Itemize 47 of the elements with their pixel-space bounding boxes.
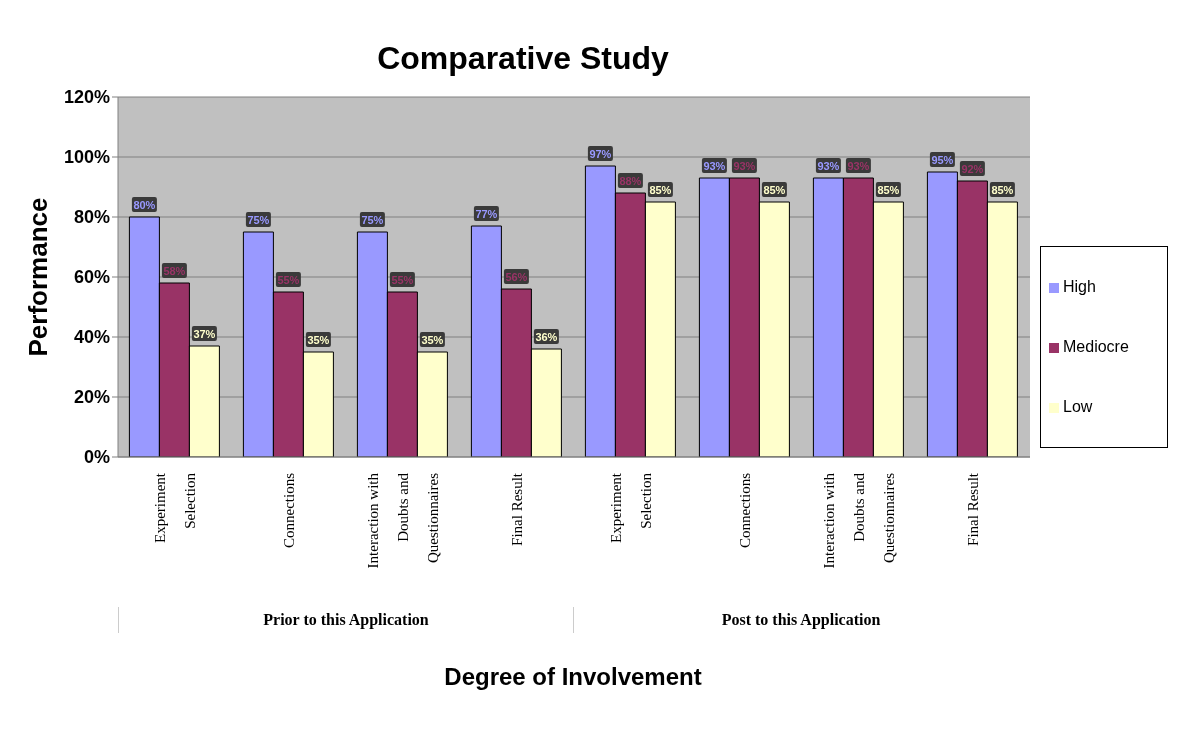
x-tick-label: Final Result — [965, 472, 981, 546]
x-tick-label: Connections — [737, 472, 753, 548]
data-label: 55% — [277, 274, 300, 286]
y-axis-title: Performance — [23, 197, 54, 357]
data-label: 93% — [703, 160, 726, 172]
text: Post to this Application — [573, 607, 1028, 633]
y-tick-label: 40% — [73, 327, 110, 348]
x-tick-label: Experiment Selection — [608, 472, 654, 543]
data-label: 75% — [247, 214, 270, 226]
data-label: 93% — [817, 160, 840, 172]
legend-label: High — [1063, 278, 1096, 295]
y-tick-label: 20% — [73, 387, 110, 408]
y-tick-label: 0% — [83, 447, 110, 468]
data-label: 85% — [649, 184, 672, 196]
data-label: 97% — [589, 148, 612, 160]
data-label: 77% — [475, 208, 498, 220]
y-tick-label: 100% — [63, 147, 110, 168]
data-label: 75% — [361, 214, 384, 226]
data-label: 35% — [307, 334, 330, 346]
data-label: 55% — [391, 274, 414, 286]
data-label: 92% — [961, 163, 984, 175]
data-label: 80% — [133, 199, 156, 211]
y-tick-label: 120% — [63, 87, 110, 108]
data-label: 93% — [847, 160, 870, 172]
data-label: 93% — [733, 160, 756, 172]
data-label: 35% — [421, 334, 444, 346]
legend-label: Low — [1063, 398, 1093, 415]
data-label: 58% — [163, 265, 186, 277]
data-label: 95% — [931, 154, 954, 166]
legend-label: Mediocre — [1063, 338, 1129, 355]
data-label: 85% — [991, 184, 1014, 196]
x-tick-label: Connections — [281, 472, 297, 548]
data-label: 88% — [619, 175, 642, 187]
y-tick-label: 60% — [73, 267, 110, 288]
data-label: 36% — [535, 331, 558, 343]
chart-title: Comparative Study — [376, 40, 670, 77]
x-axis-title: Degree of Involvement — [443, 663, 703, 691]
x-tick-label: Experiment Selection — [152, 472, 198, 543]
y-tick-label: 80% — [73, 207, 110, 228]
data-label: 85% — [877, 184, 900, 196]
data-label: 37% — [193, 328, 216, 340]
x-tick-label: Interaction with Doubts and Questionnaires — [365, 472, 441, 569]
x-tick-label: Interaction with Doubts and Questionnaires — [821, 472, 897, 569]
data-label: 56% — [505, 271, 528, 283]
data-label: 85% — [763, 184, 786, 196]
text: Prior to this Application — [118, 607, 573, 633]
x-tick-label: Final Result — [509, 472, 525, 546]
